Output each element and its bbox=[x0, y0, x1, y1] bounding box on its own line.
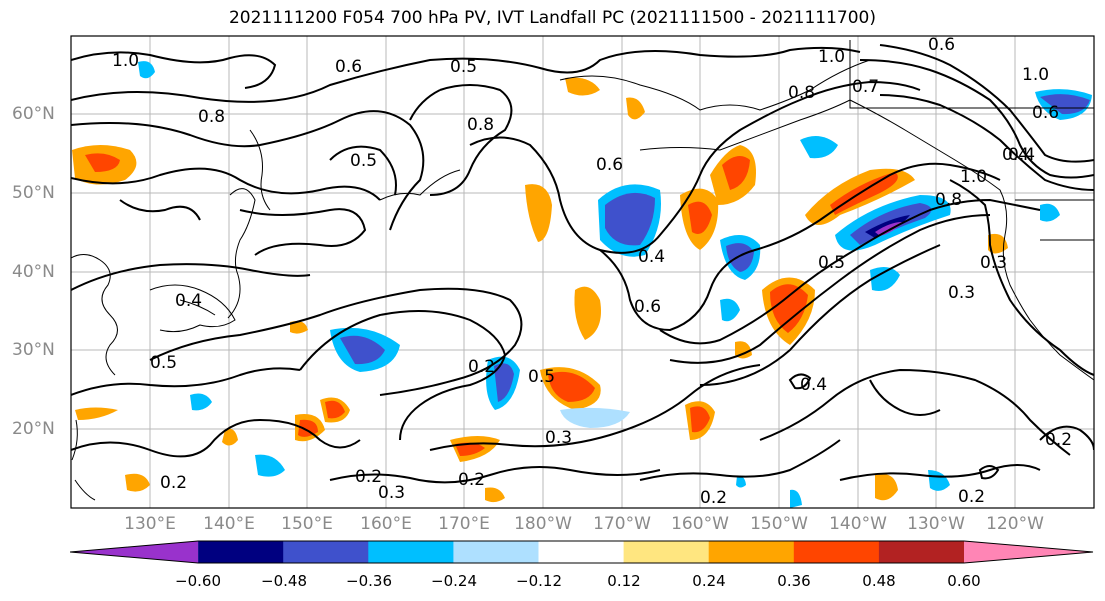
contour-label: 0.6 bbox=[634, 297, 661, 317]
colorbar-tick-label: 0.60 bbox=[947, 572, 981, 590]
colorbar-segment bbox=[878, 541, 965, 563]
contour-label: 0.2 bbox=[1045, 430, 1072, 450]
lon-label: 140°E bbox=[203, 514, 255, 534]
lat-label: 20°N bbox=[12, 419, 55, 439]
lon-label: 170°E bbox=[438, 514, 490, 534]
colorbar-segment bbox=[198, 541, 284, 563]
colorbar-tick-label: 0.48 bbox=[862, 572, 896, 590]
contour-label: 0.8 bbox=[788, 83, 815, 103]
colorbar-outline bbox=[70, 540, 1094, 564]
contour-label: 0.2 bbox=[468, 357, 495, 377]
lon-label: 160°E bbox=[360, 514, 412, 534]
contour-label: 0.4 bbox=[800, 375, 827, 395]
colorbar-extend-max bbox=[964, 541, 1093, 563]
colorbar-segment bbox=[708, 541, 795, 563]
contour-label: 1.0 bbox=[818, 47, 845, 67]
contour-label: 0.2 bbox=[458, 470, 485, 490]
lat-label: 50°N bbox=[12, 183, 55, 203]
lon-label: 180°W bbox=[514, 514, 572, 534]
contour-label: 1.0 bbox=[1022, 65, 1049, 85]
anomaly-shading bbox=[72, 61, 1092, 508]
contour-label: 0.3 bbox=[378, 483, 405, 503]
contour-label: 0.8 bbox=[467, 115, 494, 135]
lon-label: 130°W bbox=[907, 514, 965, 534]
contour-label: 0.6 bbox=[1032, 103, 1059, 123]
contour-label: 0.6 bbox=[928, 35, 955, 55]
colorbar-tick-label: −0.48 bbox=[261, 572, 307, 590]
contour-label: 0.2 bbox=[355, 467, 382, 487]
lon-label: 150°W bbox=[750, 514, 808, 534]
contour-label: 1.0 bbox=[960, 167, 987, 187]
contour-label: 0.3 bbox=[980, 253, 1007, 273]
colorbar-tick-label: 0.12 bbox=[607, 572, 641, 590]
contour-label: 0.5 bbox=[150, 353, 177, 373]
lat-label: 40°N bbox=[12, 262, 55, 282]
contour-label: 0.6 bbox=[596, 155, 623, 175]
colorbar-segment bbox=[538, 541, 625, 563]
contour-label: 1.0 bbox=[112, 51, 139, 71]
contour-label: 0.6 bbox=[335, 57, 362, 77]
contour-label: 0.8 bbox=[198, 107, 225, 127]
lon-label: 130°E bbox=[124, 514, 176, 534]
contour-label: 0.4 bbox=[1008, 145, 1035, 165]
contour-label: 0.5 bbox=[450, 57, 477, 77]
contour-label: 0.2 bbox=[958, 487, 985, 507]
coastlines bbox=[71, 40, 1094, 501]
colorbar-segment bbox=[368, 541, 454, 563]
contour-label: 0.2 bbox=[160, 473, 187, 493]
map-canvas: 1.0 0.5 0.6 0.8 0.5 0.8 0.6 0.4 0.6 0.4 … bbox=[70, 35, 1095, 509]
contour-label: 0.4 bbox=[638, 247, 665, 267]
colorbar-tick-label: −0.24 bbox=[431, 572, 477, 590]
colorbar-segment bbox=[793, 541, 880, 563]
colorbar-tick-label: −0.12 bbox=[516, 572, 562, 590]
colorbar-extend-min bbox=[70, 541, 199, 563]
contour-label: 0.8 bbox=[935, 190, 962, 210]
lat-label: 60°N bbox=[12, 104, 55, 124]
map-title: 2021111200 F054 700 hPa PV, IVT Landfall… bbox=[228, 8, 876, 28]
lat-label: 30°N bbox=[12, 340, 55, 360]
contour-labels: 1.0 0.5 0.6 0.8 0.5 0.8 0.6 0.4 0.6 0.4 … bbox=[112, 35, 1072, 508]
lon-label: 140°W bbox=[829, 514, 887, 534]
contour-label: 0.4 bbox=[1002, 145, 1029, 165]
colorbar-tick-label: −0.60 bbox=[175, 572, 221, 590]
contour-label: 0.4 bbox=[175, 291, 202, 311]
lon-label: 120°W bbox=[986, 514, 1044, 534]
colorbar-segment bbox=[283, 541, 369, 563]
contour-label: 0.7 bbox=[852, 77, 879, 97]
contour-label: 0.2 bbox=[700, 488, 727, 508]
contour-label: 0.3 bbox=[545, 428, 572, 448]
lon-label: 160°W bbox=[671, 514, 729, 534]
contour-label: 0.3 bbox=[948, 283, 975, 303]
pv-contours bbox=[71, 44, 1094, 484]
lon-label: 150°E bbox=[281, 514, 333, 534]
contour-label: 0.5 bbox=[350, 151, 377, 171]
colorbar-segment bbox=[453, 541, 539, 563]
contour-label: 0.5 bbox=[818, 253, 845, 273]
colorbar-segment bbox=[623, 541, 710, 563]
colorbar-tick-label: 0.36 bbox=[777, 572, 811, 590]
map-frame bbox=[70, 35, 1095, 509]
lon-label: 170°W bbox=[593, 514, 651, 534]
colorbar-tick-label: 0.24 bbox=[692, 572, 726, 590]
colorbar bbox=[70, 540, 1094, 564]
colorbar-tick-label: −0.36 bbox=[346, 572, 392, 590]
contour-label: 0.5 bbox=[528, 367, 555, 387]
